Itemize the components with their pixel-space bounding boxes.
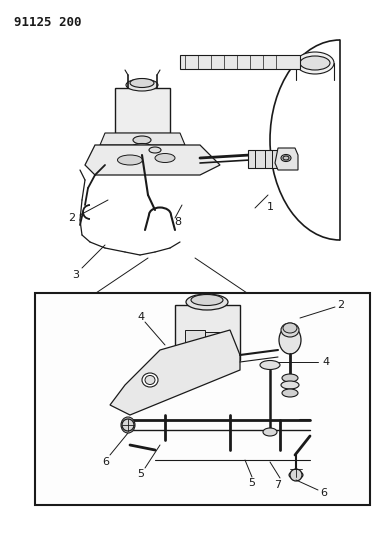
Bar <box>185 330 205 350</box>
Ellipse shape <box>290 469 302 481</box>
Ellipse shape <box>142 373 158 387</box>
Ellipse shape <box>193 355 221 365</box>
Bar <box>205 332 223 348</box>
Ellipse shape <box>260 360 280 369</box>
Text: 6: 6 <box>320 488 327 498</box>
Text: 5: 5 <box>137 469 144 479</box>
Ellipse shape <box>121 417 135 433</box>
Bar <box>248 150 278 168</box>
Bar <box>180 55 300 69</box>
Ellipse shape <box>122 419 134 431</box>
Text: 3: 3 <box>73 270 80 280</box>
Text: 4: 4 <box>322 357 329 367</box>
Text: 8: 8 <box>175 217 182 227</box>
Text: 6: 6 <box>102 457 109 467</box>
Text: 2: 2 <box>68 213 76 223</box>
Ellipse shape <box>126 79 158 91</box>
Ellipse shape <box>281 323 299 337</box>
Ellipse shape <box>282 389 298 397</box>
Text: 4: 4 <box>137 312 145 322</box>
Ellipse shape <box>289 471 303 479</box>
Ellipse shape <box>155 154 175 163</box>
Bar <box>35 293 370 505</box>
Polygon shape <box>275 148 298 170</box>
Ellipse shape <box>300 56 330 70</box>
Ellipse shape <box>263 428 277 436</box>
Ellipse shape <box>145 376 155 384</box>
Ellipse shape <box>282 374 298 382</box>
Text: 1: 1 <box>267 202 274 212</box>
Polygon shape <box>110 330 240 415</box>
Text: 5: 5 <box>248 478 256 488</box>
Ellipse shape <box>118 155 142 165</box>
Ellipse shape <box>133 136 151 144</box>
Ellipse shape <box>283 156 289 160</box>
Ellipse shape <box>131 143 153 152</box>
Text: 91125 200: 91125 200 <box>14 16 81 29</box>
Bar <box>115 88 170 133</box>
Ellipse shape <box>191 295 223 305</box>
Polygon shape <box>85 145 220 175</box>
Polygon shape <box>100 133 185 145</box>
Ellipse shape <box>296 52 334 74</box>
Ellipse shape <box>124 420 132 430</box>
Ellipse shape <box>279 326 301 354</box>
Ellipse shape <box>281 381 299 389</box>
Ellipse shape <box>283 323 297 333</box>
Ellipse shape <box>149 147 161 153</box>
Ellipse shape <box>281 155 291 161</box>
Text: 2: 2 <box>338 300 345 310</box>
Text: 7: 7 <box>274 480 282 490</box>
Ellipse shape <box>186 294 228 310</box>
Bar <box>175 305 240 360</box>
Ellipse shape <box>130 78 154 87</box>
